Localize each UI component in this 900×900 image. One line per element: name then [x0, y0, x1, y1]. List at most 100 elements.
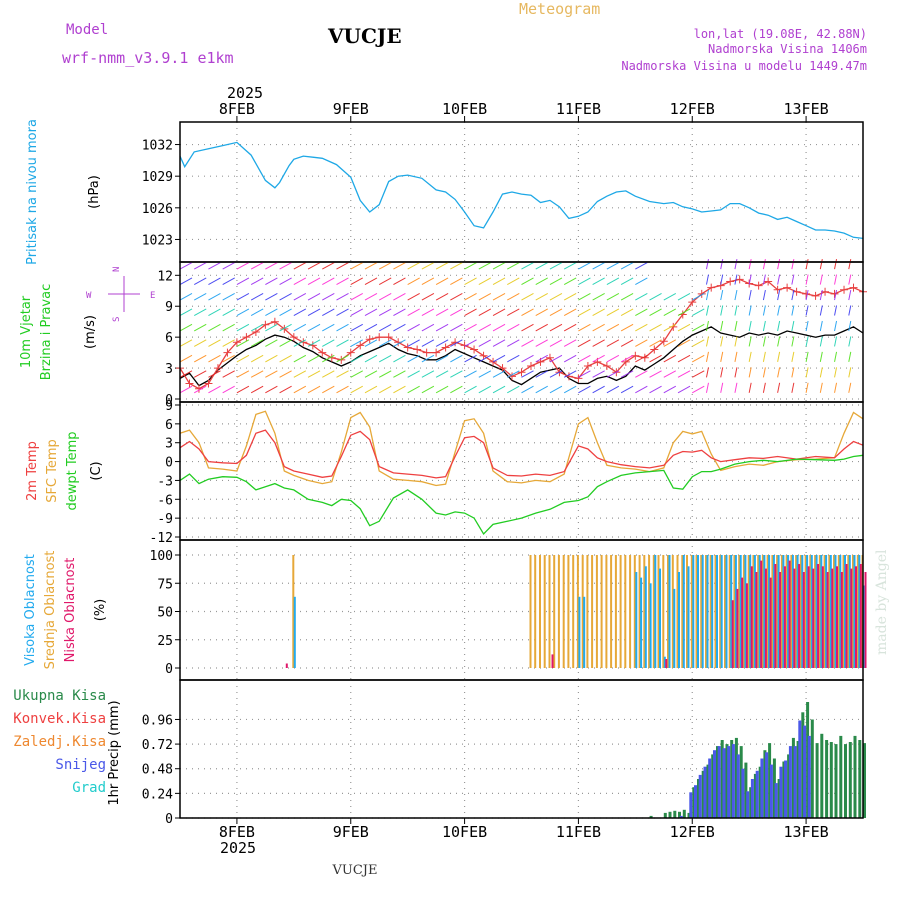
bar-clouds-1: [863, 585, 865, 668]
wind-barb: [407, 323, 420, 332]
bar-clouds-0: [643, 555, 646, 668]
wind-barb: [507, 262, 520, 270]
wind-barb: [492, 277, 506, 286]
ytick-label-clouds: 100: [150, 549, 173, 564]
wind-barb: [521, 370, 534, 378]
wind-barb: [720, 336, 724, 347]
bar-clouds-1: [858, 555, 861, 668]
wind-barb: [649, 293, 662, 301]
wind-barb: [393, 308, 406, 316]
wind-barb: [762, 274, 766, 285]
gust-marker: [479, 351, 488, 360]
wind-barb: [819, 351, 823, 362]
bar-precip-1: [708, 758, 712, 818]
bar-clouds-0: [828, 555, 831, 668]
wind-barb: [364, 354, 378, 363]
wind-barb: [208, 262, 221, 270]
bar-clouds-0: [847, 555, 850, 668]
wind-barb: [492, 339, 506, 347]
wind-barb: [848, 351, 852, 362]
wind-barb: [265, 293, 278, 301]
wind-barb: [179, 339, 193, 347]
bar-clouds-0: [600, 555, 603, 668]
wind-barb: [592, 262, 605, 270]
wind-barb: [705, 274, 709, 285]
wind-barb: [521, 385, 534, 394]
wind-barb: [378, 323, 392, 332]
wind-barb: [279, 277, 292, 286]
wind-barb: [762, 305, 766, 316]
bar-clouds-2: [826, 572, 829, 668]
wind-barb: [791, 305, 795, 316]
bar-precip-0: [768, 743, 772, 818]
model-name: wrf-nmm_v3.9.1 e1km: [62, 49, 234, 67]
wind-barb: [734, 351, 738, 362]
bar-clouds-0: [667, 555, 669, 668]
wind-barb: [435, 339, 449, 347]
wind-barb: [834, 367, 838, 378]
wind-barb: [507, 323, 520, 332]
wind-barb: [635, 262, 648, 270]
wind-barb: [748, 367, 752, 378]
wind-barb: [236, 293, 250, 301]
wind-barb: [336, 323, 349, 332]
wind-barb: [293, 339, 307, 347]
wind-barb: [279, 323, 292, 332]
wind-barb: [521, 323, 534, 332]
precip-legend-3: Snijeg: [55, 757, 106, 773]
bar-clouds-1: [791, 555, 794, 668]
bar-clouds-1: [772, 555, 775, 668]
bar-clouds-0: [766, 555, 769, 668]
wind-barb: [620, 323, 634, 332]
bar-clouds-1: [763, 555, 766, 668]
gust-marker: [384, 333, 393, 342]
wind-barb: [208, 354, 221, 363]
bar-precip-1: [788, 746, 792, 818]
wind-barb: [692, 370, 705, 378]
wind-barb: [464, 370, 477, 378]
wind-barb: [435, 323, 449, 332]
top-day-label: 12FEB: [670, 100, 715, 118]
gust-marker: [849, 283, 858, 292]
wind-barb: [450, 277, 463, 286]
ytick-label-temperature: -12: [150, 531, 173, 546]
wind-barb: [705, 382, 709, 393]
series-line-temperature-0: [179, 410, 864, 487]
gust-marker: [470, 345, 479, 354]
wind-barb: [393, 385, 406, 394]
wind-barb: [336, 262, 349, 270]
gust-marker: [422, 348, 431, 357]
wind-barb: [421, 277, 435, 286]
wind-barb: [635, 293, 648, 301]
wind-barb: [819, 305, 823, 316]
wind-barb: [421, 370, 435, 378]
bar-clouds-1: [687, 566, 690, 668]
wind-barb: [649, 385, 662, 394]
bar-clouds-0: [686, 555, 688, 668]
credit: made by Angel: [874, 549, 890, 655]
wind-barb: [720, 367, 724, 378]
bar-clouds-0: [809, 555, 812, 668]
ytick-label-precip: 0.24: [142, 787, 173, 802]
wind-barb: [435, 262, 449, 270]
ytick-label-pressure: 1029: [142, 170, 173, 185]
bar-precip-0: [796, 741, 800, 818]
wind-barb: [563, 339, 577, 347]
bar-clouds-1: [749, 555, 752, 668]
gust-marker: [526, 362, 535, 371]
bar-precip-1: [750, 779, 754, 818]
wind-barb: [606, 308, 620, 316]
wind-barb: [236, 339, 250, 347]
wind-barb: [663, 385, 677, 394]
bar-clouds-0: [814, 555, 817, 668]
wind-barb: [236, 277, 250, 286]
wind-barb: [620, 339, 634, 347]
ytick-label-precip: 0: [165, 812, 173, 827]
wind-barb: [705, 367, 709, 378]
wind-barb: [336, 277, 349, 286]
bar-clouds-0: [652, 555, 655, 668]
wind-barb: [762, 289, 766, 301]
gust-marker: [318, 348, 327, 357]
panel-precip: 0 0.24 0.48 0.72 0.96 1hr Precip (mm)Ukupna K…: [13, 679, 866, 827]
ytick-label-temperature: 6: [165, 418, 173, 433]
